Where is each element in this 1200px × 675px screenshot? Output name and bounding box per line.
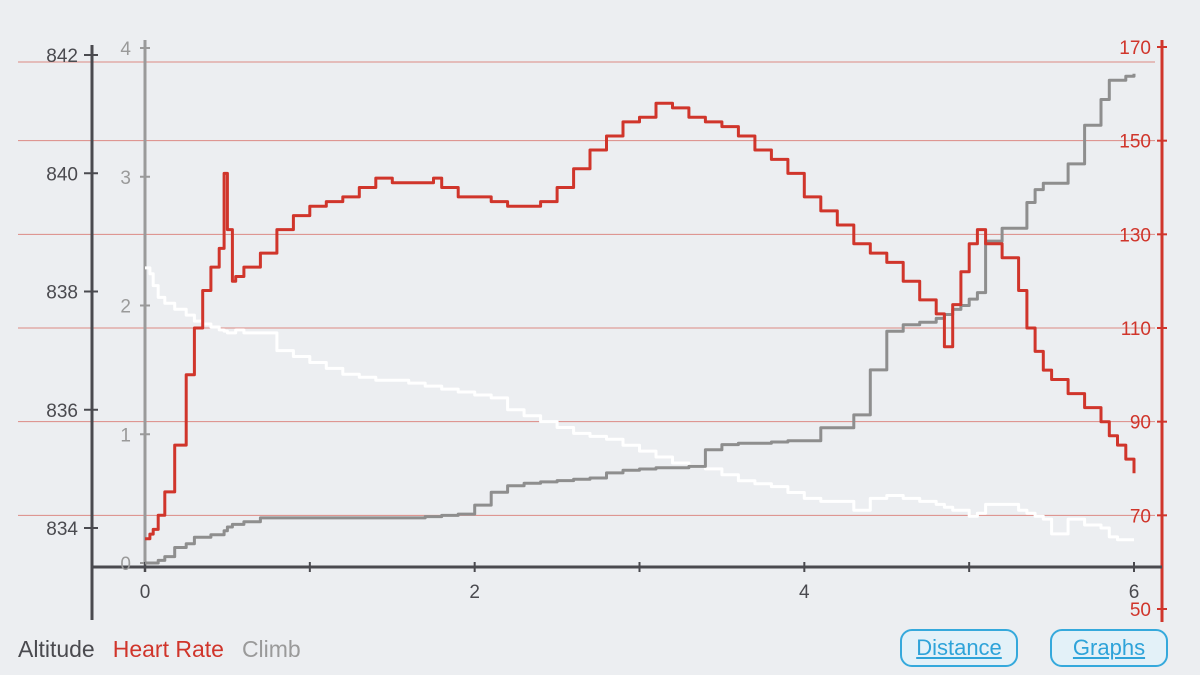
heart-rate-tick-label: 90 xyxy=(1130,413,1151,434)
altitude-series-line xyxy=(145,266,1134,542)
distance-tick-label: 4 xyxy=(799,582,810,603)
distance-button[interactable]: Distance xyxy=(900,629,1018,667)
legend-altitude: Altitude xyxy=(18,636,95,662)
altitude-tick-label: 842 xyxy=(46,46,78,67)
heart-rate-tick-label: 50 xyxy=(1130,600,1151,621)
climb-tick-label: 1 xyxy=(120,425,131,446)
distance-tick-label: 2 xyxy=(469,582,480,603)
chart-series xyxy=(145,73,1136,565)
graphs-button[interactable]: Graphs xyxy=(1050,629,1168,667)
distance-tick-label: 0 xyxy=(140,582,151,603)
altitude-tick-label: 836 xyxy=(46,401,78,422)
climb-series-line xyxy=(145,73,1136,565)
climb-tick-label: 0 xyxy=(120,554,131,575)
heart-rate-tick-label: 110 xyxy=(1121,319,1151,340)
heart-rate-gridlines xyxy=(18,61,1155,516)
climb-tick-label: 4 xyxy=(120,39,131,60)
chart-legend: Altitude Heart Rate Climb xyxy=(18,636,301,663)
chart-ticks: 834 836 838 840 842 0 1 2 3 4 50 70 90 110 130 150 170 0 2… xyxy=(46,38,1167,621)
climb-tick-label: 2 xyxy=(120,297,131,318)
heart-rate-tick-label: 170 xyxy=(1119,38,1151,59)
heart-rate-series-line xyxy=(145,101,1136,541)
heart-rate-tick-label: 130 xyxy=(1119,225,1151,246)
climb-tick-label: 3 xyxy=(120,168,131,189)
activity-chart: 834 836 838 840 842 0 1 2 3 4 50 70 90 110 130 150 170 0 2… xyxy=(18,38,1167,622)
heart-rate-tick-label: 150 xyxy=(1119,132,1151,153)
legend-heart-rate: Heart Rate xyxy=(112,636,224,662)
heart-rate-tick-label: 70 xyxy=(1130,506,1151,527)
legend-climb: Climb xyxy=(241,636,301,662)
altitude-tick-label: 834 xyxy=(46,519,78,540)
chart-axes xyxy=(90,40,1164,622)
distance-tick-label: 6 xyxy=(1129,582,1140,603)
altitude-tick-label: 838 xyxy=(46,283,78,304)
altitude-tick-label: 840 xyxy=(46,164,78,185)
